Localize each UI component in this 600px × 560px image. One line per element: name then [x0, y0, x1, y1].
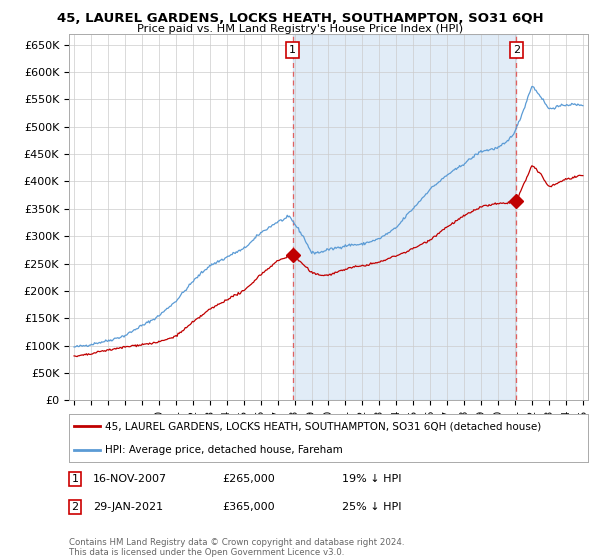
- Text: 25% ↓ HPI: 25% ↓ HPI: [342, 502, 401, 512]
- Text: Contains HM Land Registry data © Crown copyright and database right 2024.
This d: Contains HM Land Registry data © Crown c…: [69, 538, 404, 557]
- Text: Price paid vs. HM Land Registry's House Price Index (HPI): Price paid vs. HM Land Registry's House …: [137, 24, 463, 34]
- Bar: [293, 34, 517, 400]
- Text: 29-JAN-2021: 29-JAN-2021: [93, 502, 163, 512]
- Text: £265,000: £265,000: [222, 474, 275, 484]
- Text: HPI: Average price, detached house, Fareham: HPI: Average price, detached house, Fare…: [106, 445, 343, 455]
- Text: 16-NOV-2007: 16-NOV-2007: [93, 474, 167, 484]
- Text: 45, LAUREL GARDENS, LOCKS HEATH, SOUTHAMPTON, SO31 6QH (detached house): 45, LAUREL GARDENS, LOCKS HEATH, SOUTHAM…: [106, 421, 542, 431]
- Text: 1: 1: [71, 474, 79, 484]
- Text: 45, LAUREL GARDENS, LOCKS HEATH, SOUTHAMPTON, SO31 6QH: 45, LAUREL GARDENS, LOCKS HEATH, SOUTHAM…: [56, 12, 544, 25]
- Text: 2: 2: [513, 45, 520, 55]
- Text: 2: 2: [71, 502, 79, 512]
- Text: £365,000: £365,000: [222, 502, 275, 512]
- Text: 19% ↓ HPI: 19% ↓ HPI: [342, 474, 401, 484]
- Text: 1: 1: [289, 45, 296, 55]
